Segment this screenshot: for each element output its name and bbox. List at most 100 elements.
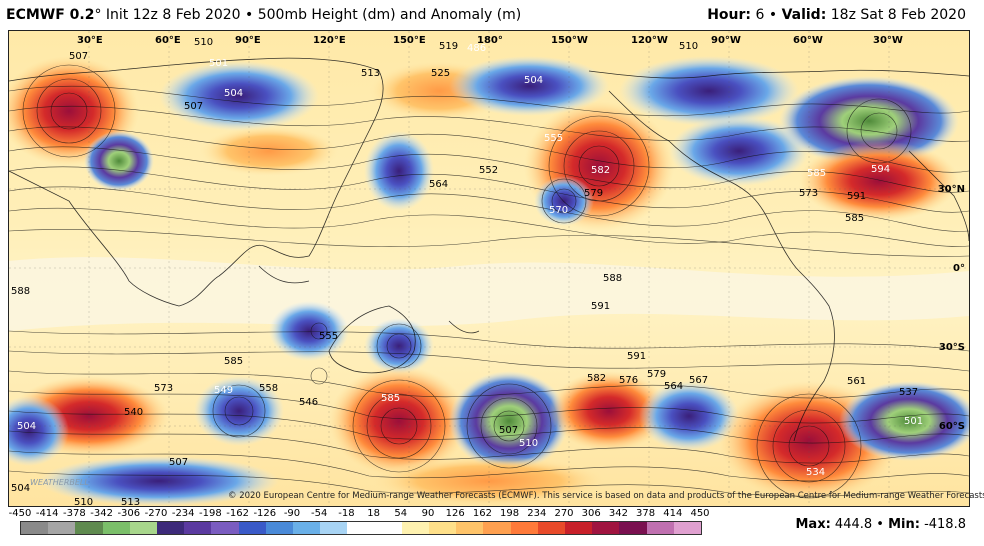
colorbar-tick-label: -162 — [226, 508, 249, 519]
colorbar-tick-label: -126 — [253, 508, 277, 519]
contour-label: 576 — [619, 375, 638, 386]
colorbar-tick-label: -90 — [283, 508, 301, 519]
contour-label: 555 — [319, 331, 338, 342]
colorbar-segment — [21, 522, 49, 534]
colorbar-segment — [619, 522, 648, 534]
contour-label: 588 — [11, 286, 30, 297]
max-min-readout: Max: 444.8 • Min: -418.8 — [795, 517, 966, 532]
contour-label: 570 — [549, 205, 568, 216]
contour-label: 546 — [299, 397, 318, 408]
contour-label: 582 — [591, 165, 610, 176]
contour-label: 510 — [194, 37, 213, 48]
colorbar-tick-label: -270 — [144, 508, 168, 519]
contour-label: 513 — [361, 68, 380, 79]
header-bar: ECMWF 0.2° Init 12z 8 Feb 2020 • 500mb H… — [0, 0, 984, 30]
lon-label: 60°W — [793, 35, 823, 46]
contour-label: 594 — [871, 164, 890, 175]
contour-label: 540 — [124, 407, 143, 418]
valid-time: Hour: 6 • Valid: 18z Sat 8 Feb 2020 — [707, 7, 966, 23]
colorbar-segment — [211, 522, 240, 534]
colorbar-segment — [673, 522, 702, 534]
contour-label: 585 — [224, 356, 243, 367]
colorbar-tick-label: -306 — [117, 508, 141, 519]
lon-label: 30°W — [873, 35, 903, 46]
copyright-notice: © 2020 European Centre for Medium-range … — [228, 491, 984, 501]
contour-label: 579 — [647, 369, 666, 380]
lon-label: 60°E — [155, 35, 181, 46]
contour-label: 501 — [904, 416, 923, 427]
colorbar-tick-label: -54 — [311, 508, 328, 519]
contour-label: 501 — [209, 58, 228, 69]
contour-label: 525 — [431, 68, 450, 79]
colorbar-segment — [565, 522, 593, 534]
colorbar-segment — [456, 522, 484, 534]
colorbar-tick-label: 378 — [636, 508, 656, 519]
contour-label: 567 — [689, 375, 708, 386]
title: ECMWF 0.2° Init 12z 8 Feb 2020 • 500mb H… — [6, 7, 521, 23]
weatherbell-logo: WEATHERBELL — [30, 478, 89, 487]
colorbar-tick-label: -378 — [63, 508, 86, 519]
contour-label: 507 — [184, 101, 203, 112]
lat-label: 60°S — [939, 421, 965, 432]
colorbar-segment — [157, 522, 185, 534]
colorbar-tick-label: 414 — [663, 508, 683, 519]
contour-label: 549 — [214, 385, 233, 396]
contour-label: 582 — [587, 373, 606, 384]
lon-label: 150°E — [393, 35, 426, 46]
contour-label: 513 — [121, 497, 140, 506]
contour-label: 585 — [381, 393, 400, 404]
contour-label: 504 — [524, 75, 543, 86]
colorbar — [20, 521, 702, 535]
lon-label: 30°E — [77, 35, 103, 46]
colorbar-segment — [48, 522, 76, 534]
contour-label: 552 — [479, 165, 498, 176]
colorbar-segment — [374, 522, 403, 534]
colorbar-segment — [184, 522, 212, 534]
lat-label: 30°S — [939, 342, 965, 353]
valid-label: Valid: — [781, 7, 827, 23]
colorbar-segment — [102, 522, 131, 534]
contour-label: 507 — [169, 457, 188, 468]
lon-label: 90°E — [235, 35, 261, 46]
colorbar-segment — [429, 522, 457, 534]
colorbar-tick-label: -342 — [90, 508, 113, 519]
graticule — [9, 31, 969, 506]
model-name: ECMWF 0.2 — [6, 7, 95, 23]
degree-symbol: ° — [94, 7, 102, 23]
colorbar-segment — [265, 522, 294, 534]
height-contours — [9, 64, 969, 499]
colorbar-tick-label: 198 — [500, 508, 520, 519]
lon-label: 180° — [477, 35, 503, 46]
colorbar-tick-label: -450 — [8, 508, 32, 519]
contour-label: 504 — [224, 88, 243, 99]
colorbar-segment — [320, 522, 348, 534]
colorbar-tick-label: 270 — [554, 508, 574, 519]
colorbar-segment — [592, 522, 620, 534]
colorbar-tick-label: -18 — [338, 508, 355, 519]
max-label: Max: — [795, 517, 831, 532]
colorbar-segment — [401, 522, 430, 534]
colorbar-tick-label: 306 — [581, 508, 601, 519]
contour-label: 507 — [69, 51, 88, 62]
colorbar-tick-label: 54 — [394, 508, 408, 519]
colorbar-tick-label: 90 — [421, 508, 435, 519]
colorbar-segment — [347, 522, 376, 534]
hour-label: Hour: — [707, 7, 752, 23]
contour-label: 564 — [429, 179, 448, 190]
colorbar-tick-label: -198 — [199, 508, 222, 519]
colorbar-segment — [510, 522, 539, 534]
contour-label: 504 — [11, 483, 30, 494]
colorbar-segment — [483, 522, 512, 534]
contour-label: 504 — [17, 421, 36, 432]
contour-label: 534 — [806, 467, 825, 478]
anomaly-blobs — [9, 56, 969, 506]
separator: • — [764, 7, 782, 23]
contour-label: 573 — [799, 188, 818, 199]
contour-label: 555 — [544, 133, 563, 144]
colorbar-tick-label: 234 — [527, 508, 547, 519]
contour-label: 591 — [627, 351, 646, 362]
colorbar-tick-label: 342 — [608, 508, 628, 519]
contour-label: 573 — [154, 383, 173, 394]
contour-labels: 507 510 519 525 486 501 504 510 513 504 … — [11, 37, 923, 506]
max-value: 444.8 — [834, 517, 873, 532]
